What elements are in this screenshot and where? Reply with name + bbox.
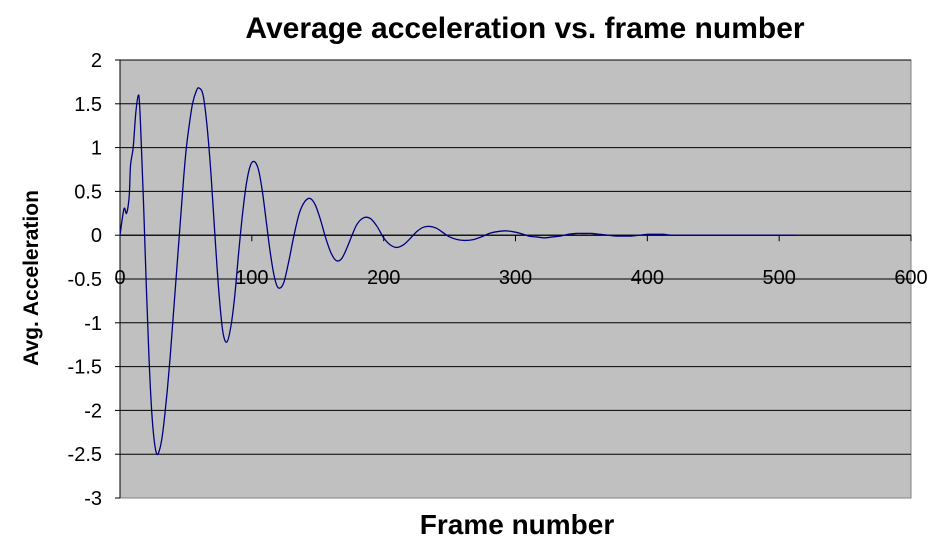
y-tick-label: -1.5 xyxy=(68,357,102,379)
y-tick-label: -2 xyxy=(84,400,102,422)
series-line xyxy=(119,87,795,456)
y-tick-labels: 2 1.5 1 0.5 0 -0.5 -1 -1.5 -2 -2.5 -3 xyxy=(68,50,102,510)
x-tick-labels: 0 100 200 300 400 500 600 xyxy=(114,267,927,289)
x-tick-label: 400 xyxy=(631,267,664,289)
y-axis-label: Avg. Acceleration xyxy=(20,190,43,366)
x-tick-label: 200 xyxy=(367,267,400,289)
x-tick-label: 100 xyxy=(235,267,268,289)
y-tick-label: 2 xyxy=(91,50,102,72)
x-tick-label: 600 xyxy=(894,267,927,289)
y-tick-label: -0.5 xyxy=(68,269,102,291)
x-axis-label: Frame number xyxy=(420,509,615,540)
y-tick-label: 0.5 xyxy=(74,181,102,203)
x-tick-label: 500 xyxy=(762,267,795,289)
x-tick-label: 0 xyxy=(114,267,125,289)
y-tick-label: -1 xyxy=(84,313,102,335)
y-tick-label: 1.5 xyxy=(74,94,102,116)
y-tick-label: 0 xyxy=(91,225,102,247)
gridlines xyxy=(120,59,911,455)
y-tick-label: -2.5 xyxy=(68,444,102,466)
x-tick-label: 300 xyxy=(499,267,532,289)
chart-title: Average acceleration vs. frame number xyxy=(245,12,804,45)
y-tick-label: 1 xyxy=(91,138,102,160)
y-tick-label: -3 xyxy=(84,488,102,510)
